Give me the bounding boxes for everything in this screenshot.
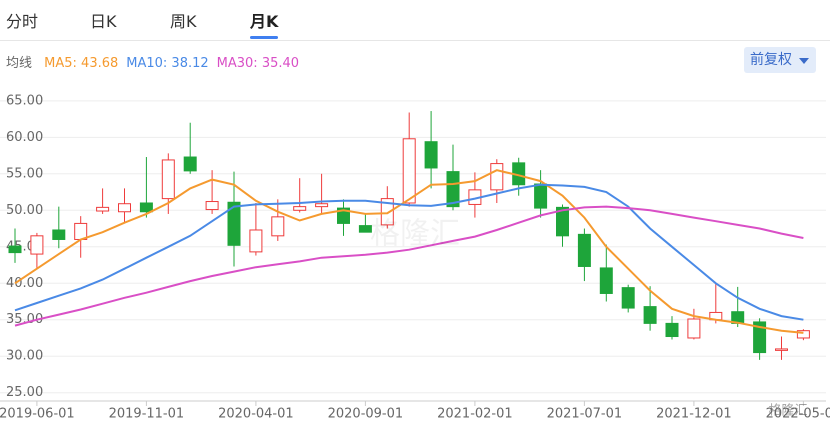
legend-entry: MA30: 35.40	[216, 56, 300, 71]
adjust-button[interactable]: 前复权	[744, 47, 816, 73]
y-tick-label: 50.00	[6, 203, 43, 218]
candle-body	[30, 235, 44, 255]
y-tick-label: 35.00	[6, 312, 43, 327]
candle-body	[205, 201, 219, 211]
tab[interactable]: 周K	[170, 12, 197, 31]
candle-body	[380, 198, 394, 226]
candle-body	[139, 202, 153, 213]
tab[interactable]: 分时	[6, 12, 39, 31]
legend-label: 均线	[6, 56, 33, 71]
candle-body	[161, 159, 175, 200]
candle-body	[775, 348, 788, 351]
candle-body	[183, 156, 197, 172]
candle-body	[227, 201, 241, 246]
x-tick-label: 2021-02-01	[437, 407, 513, 422]
ma-line	[14, 205, 804, 327]
y-tick-label: 40.00	[6, 276, 43, 291]
candle-body	[490, 163, 504, 191]
candle-body	[8, 245, 22, 254]
candle-body	[337, 207, 350, 224]
ma-line	[14, 169, 804, 334]
y-tick-label: 55.00	[6, 166, 43, 181]
candle-body	[643, 306, 657, 324]
candle-body	[446, 171, 460, 208]
candle-body	[577, 233, 591, 267]
candle-body	[293, 206, 307, 211]
y-tick-label: 25.00	[6, 385, 43, 400]
candle-body	[424, 141, 438, 169]
x-tick-label: 2019-06-01	[0, 407, 75, 422]
tab[interactable]: 月K	[250, 8, 279, 39]
candle-body	[358, 225, 372, 233]
legend: 均线 MA5: 43.68 MA10: 38.12 MA30: 35.40	[6, 52, 307, 71]
x-tick-label: 2022-05-01	[766, 407, 830, 422]
candle-body	[534, 183, 548, 209]
tab[interactable]: 日K	[90, 12, 117, 31]
y-tick-label: 60.00	[6, 130, 43, 145]
candle-body	[271, 216, 285, 237]
legend-entry: MA5: 43.68	[44, 56, 119, 71]
candle-body	[249, 229, 263, 253]
x-tick-label: 2020-04-01	[218, 407, 294, 422]
candle-body	[96, 206, 110, 212]
candle-body	[687, 318, 701, 339]
candle-body	[753, 321, 767, 354]
candle-body	[796, 330, 810, 339]
candle-body	[315, 203, 329, 208]
chart: 65.0060.0055.0050.0045.0040.0035.0030.00…	[0, 93, 830, 422]
y-tick-label: 65.00	[6, 93, 43, 108]
ma-line	[14, 183, 804, 321]
candle-body	[118, 203, 131, 213]
x-tick-label: 2020-09-01	[328, 407, 404, 422]
x-tick-label: 2019-11-01	[109, 407, 185, 422]
candle-body	[556, 206, 569, 237]
watermark: 格隆汇	[370, 217, 460, 252]
watermark-logo: 格隆汇	[768, 403, 807, 419]
tab-bar: 分时 日K 周K 月K	[0, 0, 830, 41]
y-tick-label: 30.00	[6, 349, 43, 364]
candle-body	[52, 229, 66, 240]
legend-entry: MA10: 38.12	[126, 56, 209, 71]
x-tick-label: 2021-12-01	[656, 407, 732, 422]
x-tick-label: 2021-07-01	[547, 407, 623, 422]
candle-body	[599, 267, 613, 294]
candle-body	[402, 138, 416, 204]
candle-body	[621, 287, 635, 309]
candle-body	[665, 322, 679, 338]
